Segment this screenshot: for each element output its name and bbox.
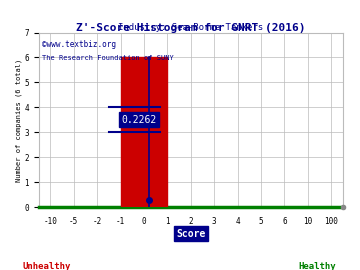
Bar: [121, 58, 167, 207]
Y-axis label: Number of companies (6 total): Number of companies (6 total): [15, 58, 22, 181]
Text: 0.2262: 0.2262: [122, 115, 157, 125]
Text: The Research Foundation of SUNY: The Research Foundation of SUNY: [42, 55, 174, 61]
Title: Z'-Score Histogram for GNRT (2016): Z'-Score Histogram for GNRT (2016): [76, 23, 306, 33]
Text: Healthy: Healthy: [298, 262, 336, 270]
Text: Unhealthy: Unhealthy: [23, 262, 71, 270]
Text: Industry: Sea-Borne Tankers: Industry: Sea-Borne Tankers: [118, 23, 263, 32]
X-axis label: Score: Score: [176, 229, 206, 239]
Text: ©www.textbiz.org: ©www.textbiz.org: [42, 39, 116, 49]
